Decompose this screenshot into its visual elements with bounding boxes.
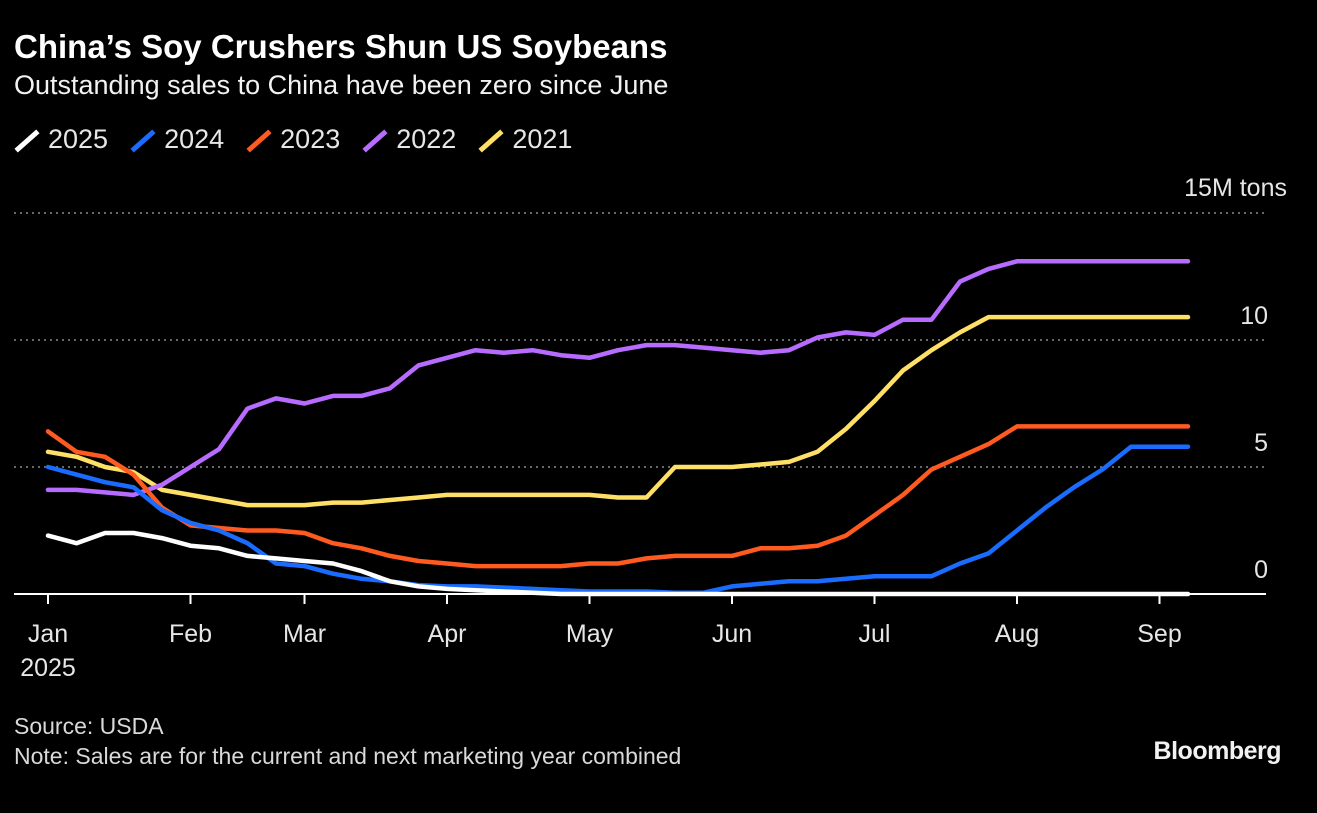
bloomberg-logo: Bloomberg: [1153, 737, 1282, 765]
legend-swatch-icon: [478, 128, 504, 153]
legend-swatch-icon: [246, 128, 272, 153]
legend-label: 2024: [164, 124, 225, 154]
legend-label: 2025: [48, 124, 109, 154]
series-line-2024: [45, 444, 1191, 595]
y-axis-unit-label: 15M tons: [1184, 174, 1287, 202]
chart-title: China’s Soy Crushers Shun US Soybeans: [14, 28, 668, 65]
legend-label: 2023: [280, 124, 341, 154]
x-tick-label: May: [566, 620, 614, 648]
x-tick-year-label: 2025: [20, 654, 76, 682]
x-tick-label: Jun: [712, 620, 752, 648]
x-tick-label: Aug: [995, 620, 1039, 648]
source-text: Source: USDA: [14, 713, 164, 739]
x-tick-label: Mar: [283, 620, 326, 648]
series-line-2022: [45, 259, 1191, 498]
series-line-2021: [45, 314, 1191, 508]
chart-subtitle: Outstanding sales to China have been zer…: [14, 70, 669, 100]
legend-label: 2021: [512, 124, 573, 154]
legend-swatch-icon: [362, 128, 388, 153]
legend-item-2021: 2021: [478, 124, 572, 155]
x-tick-label: Sep: [1137, 620, 1181, 648]
y-tick-label: 0: [1254, 556, 1268, 584]
legend-item-2024: 2024: [130, 124, 224, 155]
y-tick-label: 5: [1254, 429, 1268, 457]
legend-item-2023: 2023: [246, 124, 340, 155]
note-text: Note: Sales are for the current and next…: [14, 743, 682, 769]
x-tick-label: Jan: [28, 620, 68, 648]
x-tick-label: Feb: [169, 620, 212, 648]
legend-item-2025: 2025: [14, 124, 108, 155]
x-tick-label: Jul: [859, 620, 891, 648]
y-tick-label: 10: [1240, 302, 1268, 330]
series-line-2023: [45, 424, 1191, 569]
legend-item-2022: 2022: [362, 124, 456, 155]
legend-label: 2022: [396, 124, 457, 154]
x-tick-label: Apr: [428, 620, 467, 648]
legend: 2025 2024 2023 2022 2021: [14, 124, 594, 155]
legend-swatch-icon: [130, 128, 156, 153]
legend-swatch-icon: [14, 128, 40, 153]
